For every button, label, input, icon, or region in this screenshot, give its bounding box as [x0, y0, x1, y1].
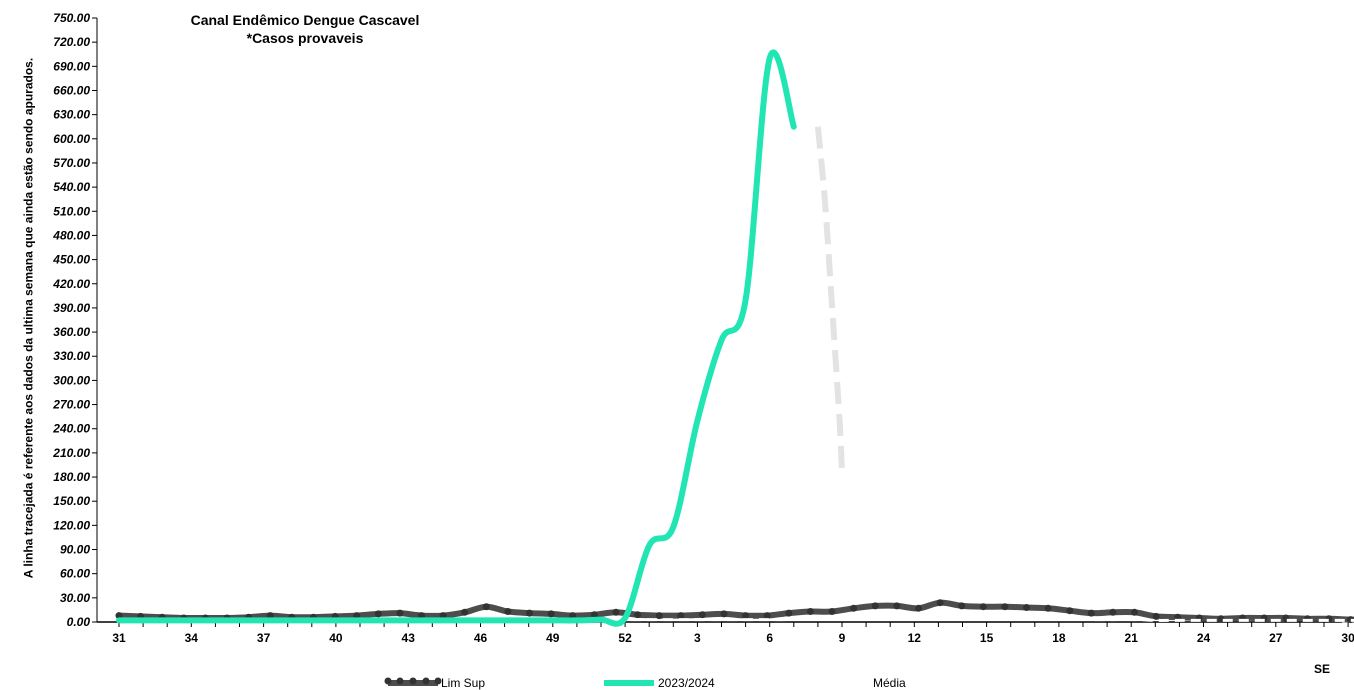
x-tick-label: 27 [1269, 631, 1283, 645]
lim-sup-point [980, 603, 987, 610]
y-tick-label: 60.00 [60, 567, 90, 581]
x-tick-label: 12 [908, 631, 922, 645]
lim-sup-point [1153, 613, 1160, 620]
y-tick-label: 30.00 [60, 591, 90, 605]
lim-sup-point [721, 610, 728, 617]
y-tick-label: 300.00 [53, 373, 90, 387]
y-tick-label: 120.00 [53, 518, 90, 532]
lim-sup-point [548, 610, 555, 617]
y-tick-label: 600.00 [53, 132, 90, 146]
y-tick-label: 270.00 [52, 398, 90, 412]
x-tick-label: 52 [618, 631, 632, 645]
y-tick-label: 480.00 [52, 228, 90, 242]
lim-sup-point [634, 611, 641, 618]
chart-subtitle: *Casos provaveis [150, 30, 460, 46]
x-tick-label: 6 [766, 631, 773, 645]
legend-swatch-lim-sup-point [385, 678, 392, 685]
x-tick-label: 21 [1125, 631, 1139, 645]
y-tick-label: 630.00 [53, 108, 90, 122]
lim-sup-point [526, 610, 533, 617]
lim-sup-point [677, 612, 684, 619]
x-tick-label: 34 [185, 631, 199, 645]
y-tick-label: 720.00 [53, 35, 90, 49]
y-tick-label: 390.00 [53, 301, 90, 315]
y-tick-label: 540.00 [53, 180, 90, 194]
legend-label-lim-sup: Lim Sup [441, 676, 485, 690]
y-tick-label: 150.00 [53, 494, 90, 508]
lim-sup-point [829, 608, 836, 615]
y-axis-label: A linha tracejada é referente aos dados … [23, 38, 36, 598]
series-2023-2024 [119, 52, 842, 623]
y-tick-label: 210.00 [52, 446, 90, 460]
lim-sup-point [742, 612, 749, 619]
lim-sup-point [461, 609, 468, 616]
lim-sup-point [1045, 605, 1052, 612]
lim-sup-point [850, 605, 857, 612]
lim-sup-point [613, 609, 620, 616]
y-tick-label: 570.00 [53, 156, 90, 170]
y-tick-label: 450.00 [52, 253, 90, 267]
current-season-line [119, 52, 794, 623]
x-tick-label: 49 [546, 631, 560, 645]
lim-sup-point [483, 603, 490, 610]
chart-title: Canal Endêmico Dengue Cascavel [150, 12, 460, 28]
x-tick-label: 15 [980, 631, 994, 645]
lim-sup-point [893, 602, 900, 609]
lim-sup-point [396, 610, 403, 617]
legend-swatch-lim-sup-point [397, 678, 404, 685]
lim-sup-point [915, 605, 922, 612]
lim-sup-point [1066, 607, 1073, 614]
x-tick-label: 3 [694, 631, 701, 645]
lim-sup-point [764, 612, 771, 619]
y-tick-label: 0.00 [67, 615, 91, 629]
x-tick-label: 40 [329, 631, 343, 645]
y-tick-label: 360.00 [53, 325, 90, 339]
legend-label-2023-2024: 2023/2024 [658, 676, 715, 690]
lim-sup-point [1088, 610, 1095, 617]
x-tick-label: 37 [257, 631, 271, 645]
lim-sup-line [119, 603, 1354, 620]
legend-swatch-lim-sup-point [410, 678, 417, 685]
y-tick-label: 510.00 [53, 204, 90, 218]
lim-sup-point [375, 610, 382, 617]
lim-sup-point [1023, 604, 1030, 611]
lim-sup-point [504, 608, 511, 615]
x-tick-label: 24 [1197, 631, 1211, 645]
x-tick-label: 18 [1052, 631, 1066, 645]
x-axis-ticks: 31 34 37 40 43 46 49 52 3 6 9 12 15 18 21 24 27 30 [112, 622, 1354, 645]
y-tick-label: 690.00 [53, 59, 90, 73]
lim-sup-point [872, 602, 879, 609]
legend-label-media: Média [873, 676, 906, 690]
x-tick-label: 31 [112, 631, 126, 645]
y-tick-label: 750.00 [53, 11, 90, 25]
lim-sup-point [958, 602, 965, 609]
lim-sup-point [785, 610, 792, 617]
y-tick-label: 420.00 [52, 277, 90, 291]
lim-sup-point [937, 599, 944, 606]
y-tick-label: 90.00 [60, 543, 90, 557]
x-tick-label: 9 [839, 631, 846, 645]
lim-sup-point [699, 611, 706, 618]
x-tick-label: 46 [474, 631, 488, 645]
lim-sup-point [1001, 603, 1008, 610]
x-tick-label: 43 [402, 631, 416, 645]
current-season-dashed-line [818, 127, 842, 473]
lim-sup-point [656, 612, 663, 619]
y-tick-label: 180.00 [53, 470, 90, 484]
lim-sup-point [1109, 609, 1116, 616]
lim-sup-point [1131, 609, 1138, 616]
lim-sup-point [807, 608, 814, 615]
y-tick-label: 330.00 [53, 349, 90, 363]
y-tick-label: 240.00 [52, 422, 90, 436]
x-tick-label: 30 [1341, 631, 1354, 645]
y-tick-label: 660.00 [53, 83, 90, 97]
x-axis-label: SE [1314, 662, 1330, 676]
legend-swatch-lim-sup-point [423, 678, 430, 685]
y-axis-ticks: 750.00 720.00 690.00 660.00 630.00 600.00 570.… [52, 11, 97, 629]
